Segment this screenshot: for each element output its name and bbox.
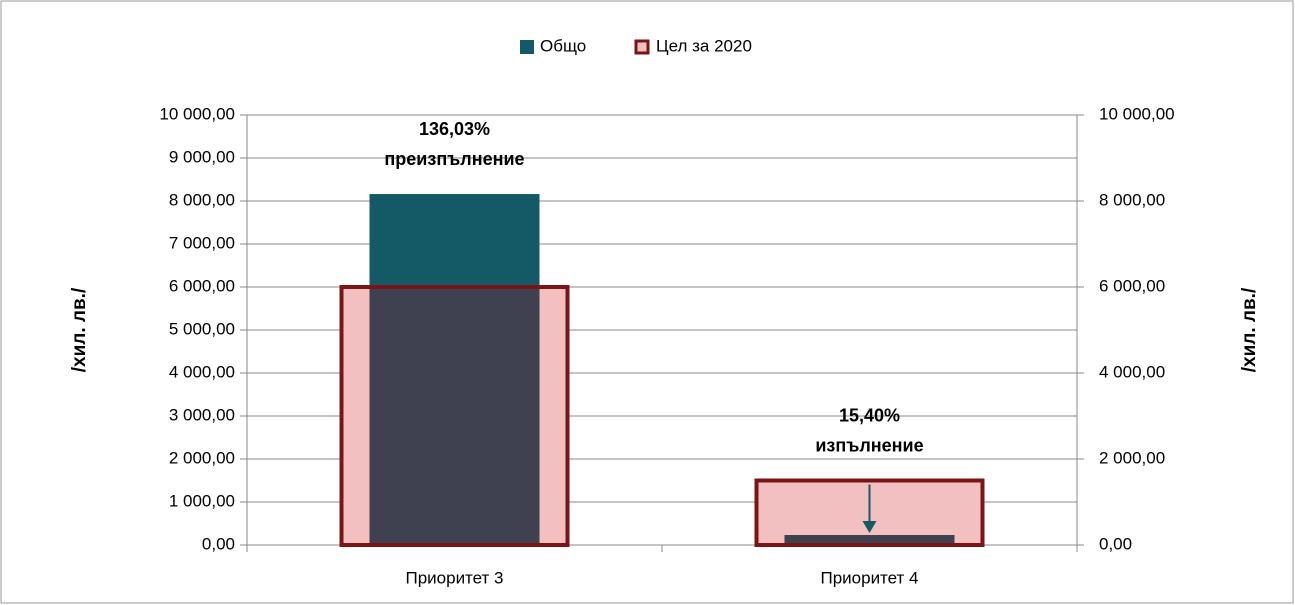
annotation: 136,03% <box>419 119 490 139</box>
legend-swatch <box>520 40 534 54</box>
y-tick-label: 10 000,00 <box>159 104 235 123</box>
y-tick-label: 0,00 <box>202 534 235 553</box>
annotation: 15,40% <box>839 405 900 425</box>
y-tick-label: 1 000,00 <box>169 491 235 510</box>
arrow-head <box>862 521 877 533</box>
y2-tick-label: 10 000,00 <box>1099 104 1175 123</box>
y2-tick-label: 0,00 <box>1099 534 1132 553</box>
legend-label: Цел за 2020 <box>656 36 752 55</box>
y-tick-label: 3 000,00 <box>169 405 235 424</box>
x-tick-label: Приоритет 4 <box>820 568 918 587</box>
x-tick-label: Приоритет 3 <box>405 568 503 587</box>
bar-overlap <box>784 535 955 545</box>
y2-tick-label: 2 000,00 <box>1099 448 1165 467</box>
y2-axis-label: /хил. лв./ <box>1239 287 1260 372</box>
annotation: преизпълнение <box>384 149 524 169</box>
y-tick-label: 2 000,00 <box>169 448 235 467</box>
y-tick-label: 4 000,00 <box>169 362 235 381</box>
annotation: изпълнение <box>815 435 923 455</box>
y-tick-label: 6 000,00 <box>169 276 235 295</box>
legend-swatch <box>634 39 650 55</box>
y-tick-label: 9 000,00 <box>169 147 235 166</box>
y-tick-label: 5 000,00 <box>169 319 235 338</box>
y2-tick-label: 8 000,00 <box>1099 190 1165 209</box>
y-tick-label: 8 000,00 <box>169 190 235 209</box>
legend-label: Общо <box>540 36 586 55</box>
target-outline <box>754 478 985 547</box>
bar-overlap <box>369 287 540 545</box>
y-tick-label: 7 000,00 <box>169 233 235 252</box>
target-outline <box>339 285 570 547</box>
y2-tick-label: 4 000,00 <box>1099 362 1165 381</box>
y2-tick-label: 6 000,00 <box>1099 276 1165 295</box>
y-axis-label: /хил. лв./ <box>69 287 90 372</box>
